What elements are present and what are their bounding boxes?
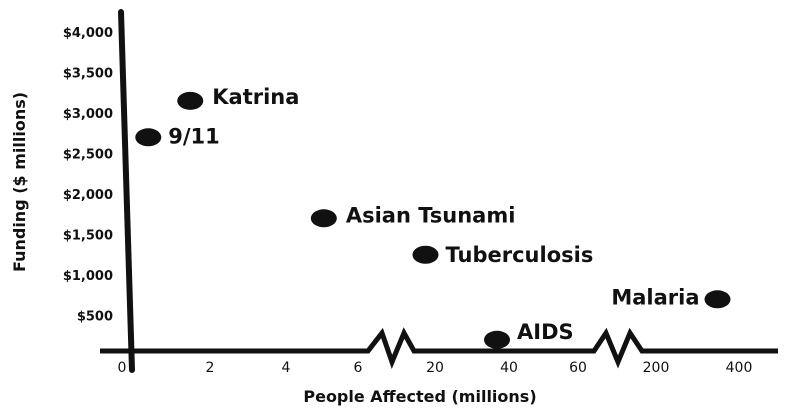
x-tick-label: 20 bbox=[426, 360, 444, 376]
x-axis bbox=[100, 327, 778, 370]
point-label: Asian Tsunami bbox=[346, 203, 516, 227]
x-tick-label: 40 bbox=[500, 360, 518, 376]
point-label: 9/11 bbox=[168, 124, 220, 148]
data-point bbox=[412, 245, 439, 264]
x-tick-label: 2 bbox=[206, 360, 215, 376]
point-label: Katrina bbox=[212, 85, 299, 109]
data-point bbox=[310, 209, 337, 228]
x-tick-label: 4 bbox=[282, 360, 291, 376]
y-tick-label: $2,500 bbox=[63, 148, 113, 163]
y-tick-label: $2,000 bbox=[63, 188, 113, 203]
y-tick-label: $3,000 bbox=[63, 107, 113, 122]
y-axis bbox=[118, 9, 135, 373]
x-axis-label: People Affected (millions) bbox=[303, 387, 536, 406]
x-tick-label: 6 bbox=[354, 360, 363, 376]
x-tick-label: 60 bbox=[569, 360, 587, 376]
y-axis-label: Funding ($ millions) bbox=[10, 92, 29, 272]
x-tick-labels: 0 2 4 6 20 40 60 200 400 bbox=[118, 360, 753, 376]
x-tick-label: 400 bbox=[726, 360, 753, 376]
y-tick-labels: $500 $1,000 $1,500 $2,000 $2,500 $3,000 $3,500… bbox=[63, 26, 113, 325]
x-tick-label: 0 bbox=[118, 360, 127, 376]
y-tick-label: $4,000 bbox=[63, 26, 113, 41]
y-tick-label: $3,500 bbox=[63, 67, 113, 82]
point-label: AIDS bbox=[517, 320, 574, 344]
data-point bbox=[177, 91, 204, 110]
point-label: Malaria bbox=[611, 285, 699, 309]
y-tick-label: $500 bbox=[77, 310, 113, 325]
y-tick-label: $1,000 bbox=[63, 269, 113, 284]
y-tick-label: $1,500 bbox=[63, 229, 113, 244]
data-point bbox=[484, 330, 510, 349]
point-label: Tuberculosis bbox=[446, 243, 594, 267]
x-tick-label: 200 bbox=[643, 360, 670, 376]
data-points: Katrina 9/11 Asian Tsunami Tuberculosis Mala… bbox=[135, 85, 731, 349]
data-point bbox=[135, 128, 162, 147]
data-point bbox=[704, 290, 731, 309]
